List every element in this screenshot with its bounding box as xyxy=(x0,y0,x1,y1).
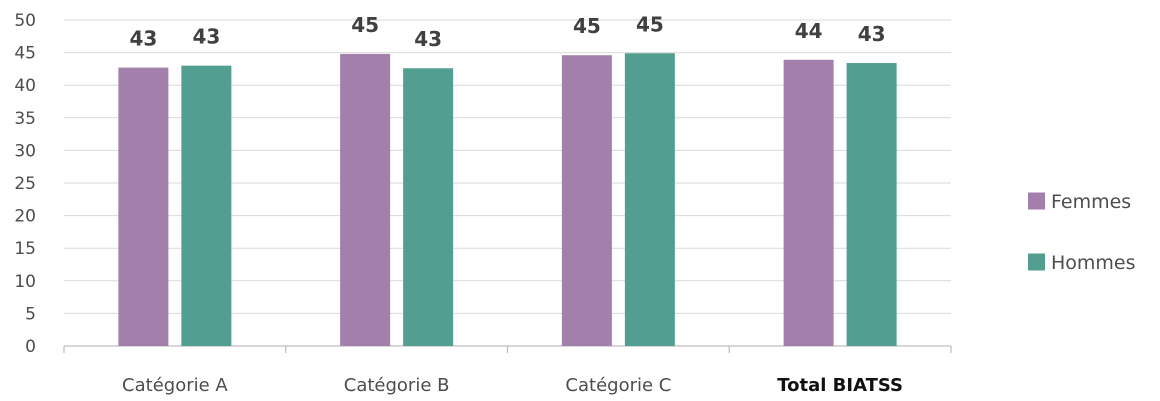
bar-femmes-3 xyxy=(783,59,834,346)
data-labels: 43 43 45 43 45 45 44 43 xyxy=(129,12,885,51)
legend-label-femmes: Femmes xyxy=(1051,191,1131,213)
category-label: Total BIATSS xyxy=(777,375,903,396)
data-label-hommes-2: 45 xyxy=(636,12,664,36)
legend-label-hommes: Hommes xyxy=(1051,252,1136,274)
legend-swatch-hommes xyxy=(1028,253,1045,271)
legend-swatch-femmes xyxy=(1028,192,1045,210)
data-label-hommes-3: 43 xyxy=(858,22,886,46)
bar-hommes-1 xyxy=(403,68,454,347)
bar-hommes-3 xyxy=(846,63,897,346)
data-label-femmes-3: 44 xyxy=(795,19,823,43)
legend: Femmes Hommes xyxy=(1028,191,1136,274)
data-label-femmes-2: 45 xyxy=(573,14,601,38)
y-axis: 0 5 10 15 20 25 30 35 40 45 50 xyxy=(14,11,36,357)
y-tick-label: 20 xyxy=(14,207,36,227)
y-tick-label: 0 xyxy=(25,337,36,357)
y-tick-label: 15 xyxy=(14,239,36,259)
data-label-hommes-0: 43 xyxy=(192,25,220,49)
category-label: Catégorie C xyxy=(565,375,671,396)
y-tick-label: 30 xyxy=(14,141,36,161)
y-tick-label: 40 xyxy=(14,76,36,96)
y-tick-label: 50 xyxy=(14,11,36,31)
data-label-hommes-1: 43 xyxy=(414,27,442,51)
bar-hommes-0 xyxy=(181,65,232,346)
category-label: Catégorie A xyxy=(122,375,228,396)
y-tick-label: 10 xyxy=(14,272,36,292)
bars xyxy=(118,53,897,347)
y-tick-label: 5 xyxy=(25,304,36,324)
bar-femmes-2 xyxy=(561,55,612,346)
data-label-femmes-0: 43 xyxy=(129,27,157,51)
category-labels: Catégorie A Catégorie B Catégorie C Total B… xyxy=(122,375,903,396)
data-label-femmes-1: 45 xyxy=(351,13,379,37)
bar-hommes-2 xyxy=(624,53,675,346)
x-axis xyxy=(63,345,952,353)
bar-femmes-0 xyxy=(118,67,169,346)
category-label: Catégorie B xyxy=(344,375,450,396)
y-tick-label: 25 xyxy=(14,174,36,194)
bar-femmes-1 xyxy=(340,53,391,347)
y-tick-label: 45 xyxy=(14,44,36,64)
y-tick-label: 35 xyxy=(14,109,36,129)
